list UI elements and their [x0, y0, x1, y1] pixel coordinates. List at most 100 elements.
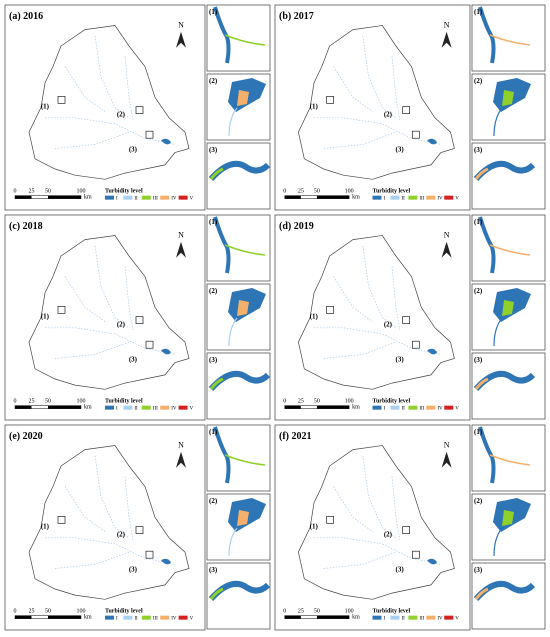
- legend-swatch: [160, 615, 170, 620]
- scale-bar-fill: [48, 615, 81, 619]
- scale-tick: 50: [314, 609, 320, 615]
- legend-label: V: [190, 407, 194, 412]
- river: [362, 245, 397, 329]
- scale-tick: 25: [29, 609, 35, 615]
- inset-lake: [502, 510, 514, 526]
- scale-bar-fill: [316, 615, 350, 619]
- site-label: (1): [310, 522, 319, 530]
- legend-swatch: [141, 405, 151, 410]
- scale-tick: 25: [29, 189, 35, 195]
- inset: (3): [471, 562, 546, 630]
- inset-river: [493, 107, 503, 137]
- inset: (3): [206, 352, 271, 420]
- inset-label: (2): [474, 77, 483, 85]
- scale-tick: 50: [45, 399, 51, 405]
- inset-lake: [502, 90, 514, 106]
- scale-bar-fill: [15, 195, 32, 199]
- site-box: [412, 550, 420, 559]
- site-label: (1): [41, 522, 50, 530]
- river: [94, 245, 130, 329]
- basin-outline: [298, 445, 455, 600]
- scale-tick: 25: [298, 399, 304, 405]
- river: [54, 341, 130, 359]
- legend-label: I: [384, 197, 386, 202]
- inset: (3): [471, 142, 546, 210]
- site-label: (1): [41, 312, 50, 320]
- legend-swatch: [390, 195, 400, 200]
- inset: (2): [471, 73, 546, 141]
- scale-tick: 100: [77, 609, 86, 615]
- inset-river: [213, 6, 231, 64]
- river: [54, 551, 130, 569]
- north-label: N: [444, 441, 450, 450]
- legend-label: IV: [171, 407, 177, 412]
- inset-river: [474, 167, 489, 180]
- legend-label: II: [401, 197, 405, 202]
- north-label: N: [178, 231, 184, 240]
- inset: (1): [206, 424, 271, 492]
- legend-swatch: [160, 195, 170, 200]
- scale-tick: 0: [283, 399, 286, 405]
- map-frame: [4, 4, 206, 211]
- inset-river: [228, 107, 238, 137]
- legend-swatch: [372, 615, 382, 620]
- legend-swatch: [426, 195, 436, 200]
- legend-label: I: [116, 197, 118, 202]
- scale-tick: 0: [14, 189, 17, 195]
- basin-outline: [298, 235, 455, 390]
- scale-tick: 50: [314, 399, 320, 405]
- site-box: [326, 95, 334, 104]
- inset-label: (3): [209, 566, 218, 574]
- inset-river: [213, 426, 231, 484]
- lake: [161, 138, 171, 145]
- inset: (1): [206, 214, 271, 282]
- legend-title: Turbidity level: [373, 609, 411, 615]
- site-label: (3): [396, 146, 405, 154]
- inset-river: [224, 454, 266, 466]
- inset: (2): [471, 493, 546, 561]
- legend-swatch: [123, 195, 133, 200]
- inset-lake: [502, 300, 514, 316]
- site-label: (2): [384, 531, 393, 539]
- site-label: (3): [396, 356, 405, 364]
- river: [45, 327, 176, 355]
- legend-label: III: [153, 617, 158, 622]
- scale-tick: 25: [298, 609, 304, 615]
- scale-bar-fill: [316, 195, 350, 199]
- river: [94, 35, 130, 119]
- inset-river: [209, 377, 224, 390]
- river: [362, 455, 397, 539]
- inset: (2): [206, 493, 271, 561]
- legend-label: I: [116, 407, 118, 412]
- site-box: [412, 340, 420, 349]
- inset-label: (2): [474, 497, 483, 505]
- site-box: [57, 95, 66, 104]
- scale-unit: km: [84, 405, 92, 411]
- inset-label: (3): [474, 356, 483, 364]
- scale-unit: km: [352, 195, 360, 201]
- legend-swatch: [444, 615, 454, 620]
- north-label: N: [444, 21, 450, 30]
- scale-tick: 100: [345, 609, 354, 615]
- inset-river: [489, 34, 531, 46]
- inset-frame: [471, 142, 546, 210]
- scale-tick: 0: [14, 609, 17, 615]
- legend-label: IV: [171, 197, 177, 202]
- inset-label: (3): [474, 146, 483, 154]
- inset: (1): [206, 4, 271, 72]
- scale-tick: 0: [14, 399, 17, 405]
- legend-swatch: [105, 195, 114, 200]
- site-label: (3): [396, 566, 405, 574]
- legend-swatch: [105, 615, 114, 620]
- river: [333, 486, 373, 532]
- site-box: [135, 526, 144, 534]
- inset: (2): [471, 283, 546, 351]
- inset-label: (2): [474, 287, 483, 295]
- inset: (2): [206, 73, 271, 141]
- inset: (3): [206, 562, 271, 630]
- legend-label: V: [455, 197, 459, 202]
